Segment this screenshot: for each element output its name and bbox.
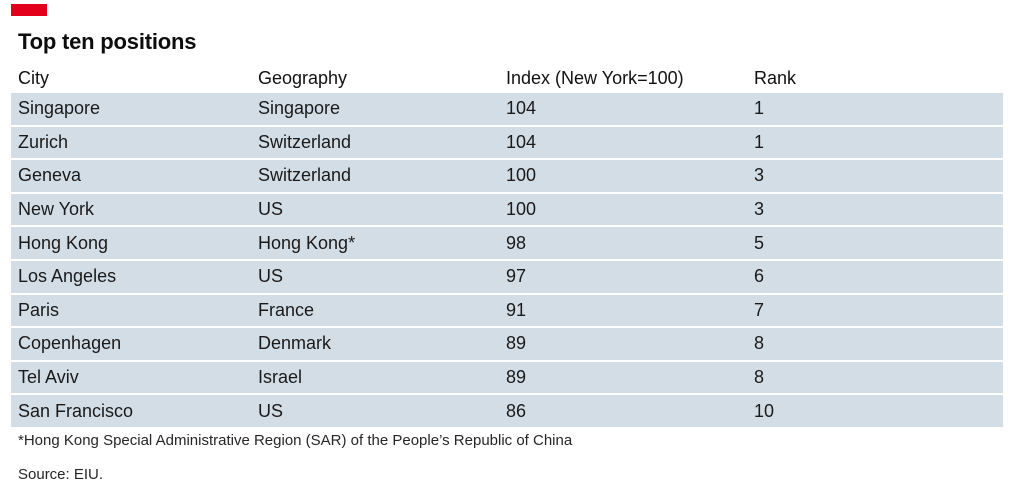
chart-title: Top ten positions: [18, 29, 197, 54]
accent-bar: [11, 4, 47, 16]
cell-geography: Israel: [251, 361, 499, 394]
cell-geography: US: [251, 260, 499, 293]
table-row: Singapore Singapore 104 1: [11, 93, 1003, 125]
cell-city: Geneva: [11, 160, 251, 192]
cell-city: New York: [11, 193, 251, 226]
cell-rank: 8: [747, 361, 1003, 394]
ranking-table: City Geography Index (New York=100) Rank…: [11, 63, 1003, 429]
cell-rank: 1: [747, 93, 1003, 125]
cell-rank: 6: [747, 260, 1003, 293]
cell-geography: France: [251, 294, 499, 327]
cell-rank: 3: [747, 160, 1003, 192]
cell-index: 91: [499, 294, 747, 327]
cell-city: Paris: [11, 294, 251, 327]
cell-city: San Francisco: [11, 395, 251, 427]
cell-geography: Singapore: [251, 93, 499, 125]
cell-index: 97: [499, 260, 747, 293]
table-row: Copenhagen Denmark 89 8: [11, 328, 1003, 360]
cell-geography: Switzerland: [251, 126, 499, 159]
table-row: Zurich Switzerland 104 1: [11, 126, 1003, 159]
cell-geography: US: [251, 395, 499, 427]
cell-index: 89: [499, 328, 747, 360]
cell-geography: US: [251, 193, 499, 226]
column-header-index: Index (New York=100): [506, 67, 684, 88]
cell-city: Tel Aviv: [11, 361, 251, 394]
cell-index: 100: [499, 160, 747, 192]
table-header-row: City Geography Index (New York=100) Rank: [11, 65, 1003, 91]
cell-city: Singapore: [11, 93, 251, 125]
column-header-geography: Geography: [258, 67, 348, 88]
source-note: Source: EIU.: [18, 466, 104, 483]
cell-index: 104: [499, 126, 747, 159]
cell-rank: 7: [747, 294, 1003, 327]
cell-geography: Denmark: [251, 328, 499, 360]
cell-index: 86: [499, 395, 747, 427]
cell-city: Hong Kong: [11, 227, 251, 259]
ranking-table-container: City Geography Index (New York=100) Rank…: [11, 63, 1003, 429]
cell-city: Copenhagen: [11, 328, 251, 360]
cell-rank: 1: [747, 126, 1003, 159]
cell-index: 98: [499, 227, 747, 259]
table-row: Hong Kong Hong Kong* 98 5: [11, 227, 1003, 259]
cell-rank: 3: [747, 193, 1003, 226]
cell-city: Los Angeles: [11, 260, 251, 293]
table-body: Singapore Singapore 104 1 Zurich Switzerland 1…: [11, 93, 1003, 427]
table-row: San Francisco US 86 10: [11, 395, 1003, 427]
column-header-rank: Rank: [754, 67, 797, 88]
table-row: Los Angeles US 97 6: [11, 260, 1003, 293]
cell-rank: 8: [747, 328, 1003, 360]
table-row: Geneva Switzerland 100 3: [11, 160, 1003, 192]
table-row: Tel Aviv Israel 89 8: [11, 361, 1003, 394]
cell-index: 100: [499, 193, 747, 226]
cell-city: Zurich: [11, 126, 251, 159]
cell-index: 104: [499, 93, 747, 125]
cell-geography: Switzerland: [251, 160, 499, 192]
cell-geography: Hong Kong*: [251, 227, 499, 259]
table-row: New York US 100 3: [11, 193, 1003, 226]
cell-rank: 10: [747, 395, 1003, 427]
cell-rank: 5: [747, 227, 1003, 259]
footnote: *Hong Kong Special Administrative Region…: [18, 432, 573, 449]
column-header-city: City: [18, 67, 49, 88]
cell-index: 89: [499, 361, 747, 394]
table-row: Paris France 91 7: [11, 294, 1003, 327]
